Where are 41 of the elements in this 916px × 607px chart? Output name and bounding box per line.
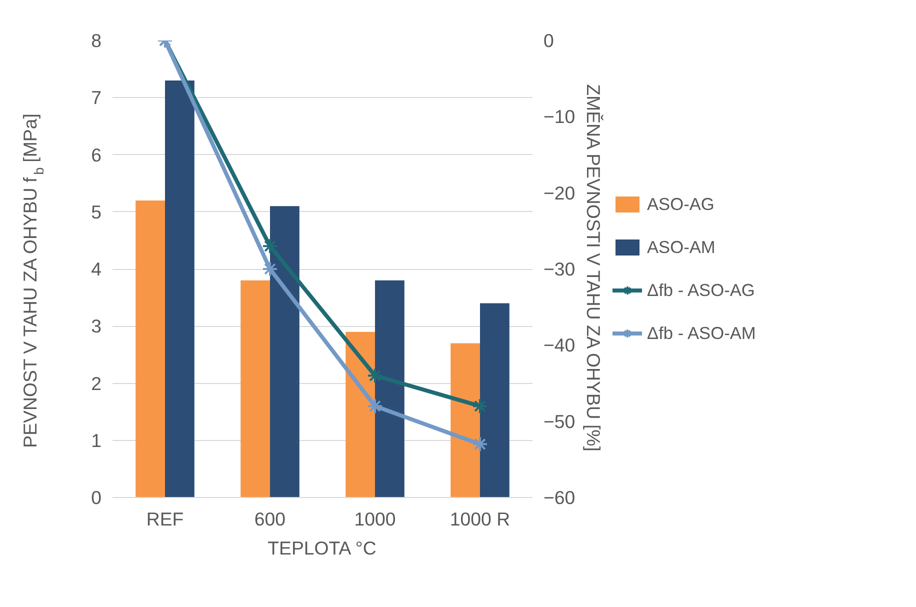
- y-tick-label: 7: [91, 87, 102, 108]
- y-tick-label: 3: [91, 316, 102, 337]
- y-tick-label: 2: [91, 372, 102, 394]
- y2-tick-label: −60: [544, 487, 576, 508]
- legend-label: Δfb - ASO-AM: [647, 322, 756, 344]
- x-tick-label: 1000 R: [450, 508, 510, 530]
- legend-label: ASO-AG: [647, 194, 714, 214]
- y2-tick-label: −30: [544, 258, 576, 280]
- bar: [270, 206, 300, 498]
- y2-tick-label: −10: [544, 106, 576, 128]
- y2-axis-title: ZMĚNA PEVNOSTI V TAHU ZA OHYBU [%]: [583, 84, 604, 452]
- y-tick-label: 0: [91, 487, 102, 508]
- bar: [165, 80, 194, 498]
- bar: [346, 332, 375, 498]
- point: [472, 436, 488, 452]
- point: [472, 398, 488, 414]
- y-tick-label: 6: [91, 144, 102, 166]
- y-tick-label: 4: [91, 258, 102, 280]
- bar: [240, 280, 270, 498]
- x-tick-label: 1000: [354, 508, 396, 530]
- point: [367, 368, 383, 384]
- y-tick-label: 8: [91, 30, 102, 51]
- legend-label: ASO-AM: [647, 236, 716, 258]
- bar: [375, 280, 404, 498]
- bar: [450, 343, 480, 498]
- bar: [480, 303, 510, 498]
- legend-label: Δfb - ASO-AG: [647, 280, 755, 300]
- x-tick-label: REF: [146, 508, 184, 530]
- y-axis-title: PEVNOST V TAHU ZA OHYBU fb [MPa]: [20, 114, 46, 448]
- point: [262, 238, 278, 254]
- x-tick-label: 600: [254, 508, 286, 530]
- y2-tick-label: −20: [544, 182, 576, 204]
- y2-tick-label: 0: [544, 30, 554, 51]
- y2-tick-label: −40: [544, 334, 576, 356]
- point: [262, 261, 278, 277]
- bar: [136, 200, 165, 498]
- y2-tick-label: −50: [544, 410, 576, 432]
- y-tick-label: 1: [91, 430, 102, 451]
- y-tick-label: 5: [91, 201, 102, 222]
- x-axis-title: TEPLOTA °C: [268, 538, 376, 558]
- point: [367, 398, 383, 414]
